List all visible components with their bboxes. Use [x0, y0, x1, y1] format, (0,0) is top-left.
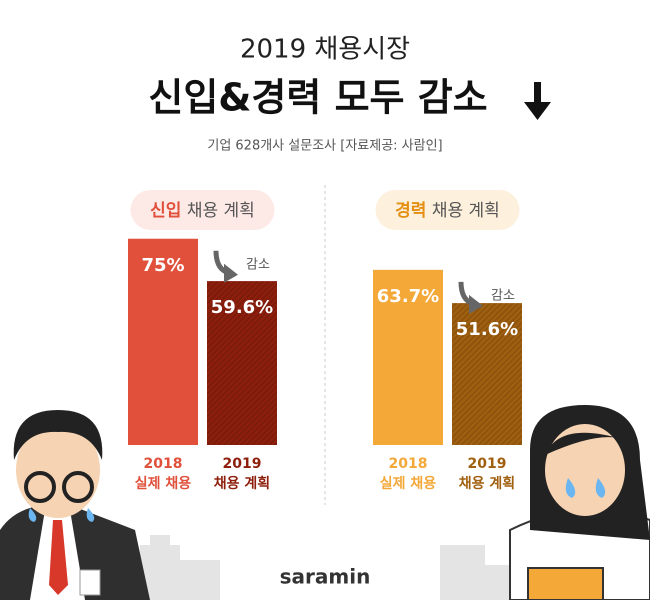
x-tick-label: 2018: [389, 456, 428, 472]
decrease-arrow-head: [469, 294, 483, 314]
chart-title-rest: 채용 계획: [187, 201, 255, 221]
down-arrow: [524, 82, 551, 120]
man-character: [0, 410, 150, 600]
annotation: 감소: [491, 288, 515, 303]
bar: [128, 238, 198, 445]
woman-character: [509, 405, 650, 600]
chart-title: 신입 채용 계획: [150, 201, 255, 221]
chart-title: 경력 채용 계획: [395, 201, 500, 221]
value-label: 51.6%: [456, 319, 518, 340]
logo: saramin: [280, 565, 371, 589]
chart-title-rest: 채용 계획: [432, 201, 500, 221]
bar-hatch: [452, 303, 522, 445]
value-label: 75%: [141, 255, 184, 276]
bar-hatch: [207, 281, 277, 445]
headline: 신입&경력 모두 감소: [148, 76, 487, 120]
value-label: 63.7%: [377, 286, 439, 307]
x-tick-label: 채용 계획: [214, 475, 270, 492]
chart-title-highlight: 신입: [150, 201, 181, 221]
annotation: 감소: [246, 257, 270, 272]
x-tick-label: 2019: [468, 456, 507, 472]
value-label: 59.6%: [211, 297, 273, 318]
x-tick-label: 채용 계획: [459, 475, 515, 492]
subtitle: 기업 628개사 설문조사 [자료제공: 사람인]: [207, 139, 442, 154]
title-pill: [375, 190, 520, 230]
x-tick-label: 실제 채용: [135, 476, 192, 492]
bar: [373, 269, 443, 445]
x-tick-label: 2018: [144, 456, 183, 472]
x-tick-label: 실제 채용: [380, 476, 437, 492]
title: 2019 채용시장: [240, 35, 410, 65]
decrease-arrow-head: [224, 263, 238, 283]
x-tick-label: 2019: [223, 456, 262, 472]
chart-title-highlight: 경력: [395, 201, 426, 221]
title-pill: [130, 190, 275, 230]
